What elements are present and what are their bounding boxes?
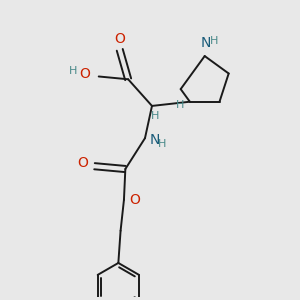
Text: O: O [130, 193, 141, 207]
Text: H: H [151, 111, 159, 121]
Text: O: O [77, 156, 88, 170]
Text: N: N [201, 36, 211, 50]
Text: N: N [150, 133, 160, 147]
Text: H: H [158, 139, 166, 149]
Text: H: H [69, 66, 78, 76]
Text: H: H [210, 36, 219, 46]
Text: H: H [176, 100, 184, 110]
Text: O: O [79, 67, 90, 81]
Text: O: O [114, 32, 125, 46]
